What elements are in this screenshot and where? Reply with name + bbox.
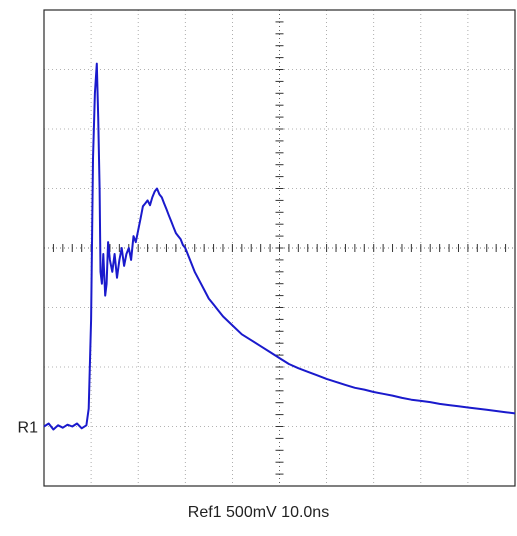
plot-frame — [43, 9, 516, 487]
center-axis-ticks — [44, 10, 515, 486]
scope-settings-caption: Ref1 500mV 10.0ns — [187, 504, 330, 521]
reference-marker-label: R1 — [18, 420, 39, 437]
waveform-trace — [43, 62, 516, 431]
